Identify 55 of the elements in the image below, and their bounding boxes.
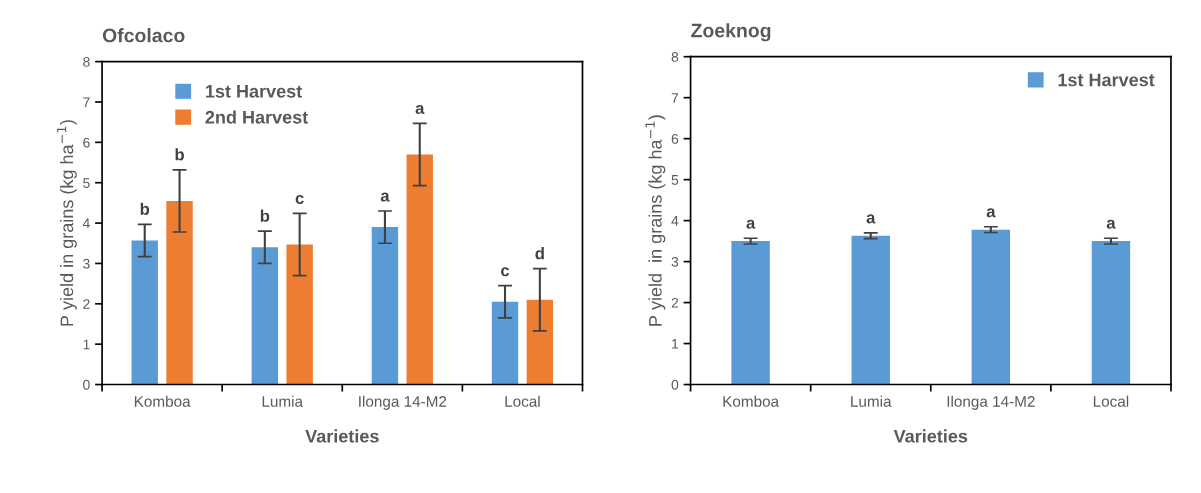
x-tick-label: Komboa <box>134 395 191 407</box>
legend-label: 2nd Harvest <box>205 110 309 124</box>
bar <box>406 154 433 385</box>
data-label: a <box>866 214 876 224</box>
data-label: b <box>140 202 150 215</box>
data-label: b <box>175 148 184 161</box>
y-tick-label: 7 <box>83 97 90 108</box>
y-tick-label: 6 <box>83 137 90 148</box>
x-axis-title: Varieties <box>893 429 968 443</box>
x-tick-label: Lumia <box>851 395 892 407</box>
y-tick-label: 0 <box>671 379 679 390</box>
chart-title: Zoeknog <box>691 23 771 42</box>
data-label: d <box>535 247 544 260</box>
y-tick-label: 7 <box>671 93 679 103</box>
y-tick-label: 2 <box>671 297 679 308</box>
y-axis-title: P yield in grains (kg ha$^{−1}$) <box>645 115 666 326</box>
x-tick-label: Ilonga 14-M2 <box>947 395 1035 410</box>
y-tick-label: 8 <box>671 52 679 62</box>
data-label: a <box>986 208 996 218</box>
data-label: c <box>295 194 304 205</box>
data-label: a <box>746 219 756 229</box>
legend-label: 1st Harvest <box>206 85 303 98</box>
bar <box>371 227 399 385</box>
y-tick-label: 1 <box>83 339 90 350</box>
y-tick-label: 5 <box>671 175 679 185</box>
y-axis-title: P yield in grains (kg ha$^{−1}$) <box>56 120 77 326</box>
data-label: a <box>415 104 425 115</box>
data-label: a <box>380 192 390 202</box>
x-tick-label: Ilonga 14-M2 <box>359 395 447 410</box>
x-tick-label: Komboa <box>723 395 780 407</box>
y-tick-label: 3 <box>671 256 679 267</box>
bar <box>491 301 519 385</box>
y-tick-label: 0 <box>83 379 90 390</box>
x-axis-title: Varieties <box>305 429 379 443</box>
y-tick-label: 4 <box>82 218 90 229</box>
chart-title: Ofcolaco <box>102 28 185 43</box>
bar <box>131 240 158 385</box>
data-label: a <box>1106 219 1116 229</box>
bar <box>166 200 193 385</box>
bar <box>286 244 313 385</box>
y-tick-label: 8 <box>83 56 90 67</box>
y-tick-label: 3 <box>83 258 90 269</box>
y-tick-label: 5 <box>83 178 90 188</box>
x-tick-label: Local <box>505 395 540 407</box>
x-tick-label: Lumia <box>262 395 304 407</box>
y-tick-label: 6 <box>671 133 679 144</box>
x-tick-label: Local <box>1093 395 1129 407</box>
data-label: c <box>501 267 510 277</box>
y-tick-label: 4 <box>671 216 679 226</box>
legend-label: 1st Harvest <box>1058 73 1155 87</box>
bar <box>526 299 554 385</box>
bar <box>251 247 279 385</box>
data-label: b <box>260 209 270 222</box>
y-tick-label: 1 <box>672 339 679 349</box>
y-tick-label: 2 <box>83 299 90 309</box>
